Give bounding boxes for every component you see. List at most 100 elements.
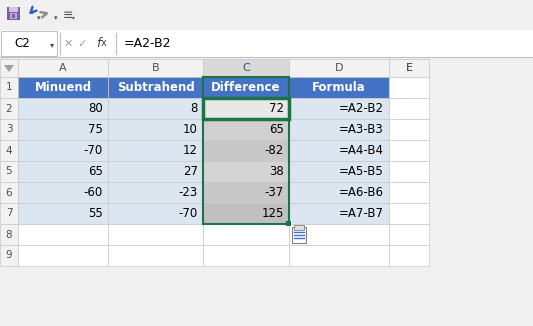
Text: 38: 38	[269, 165, 284, 178]
Text: E: E	[406, 63, 413, 73]
Bar	[108, 77, 203, 98]
Text: 65: 65	[88, 165, 103, 178]
Text: 3: 3	[6, 125, 12, 135]
Text: x: x	[101, 38, 107, 49]
Text: =A7-B7: =A7-B7	[339, 207, 384, 220]
Bar	[108, 224, 203, 245]
Bar	[18, 119, 108, 140]
Bar	[203, 98, 289, 119]
Text: 4: 4	[6, 145, 12, 156]
Text: -82: -82	[265, 144, 284, 157]
Text: ✕: ✕	[63, 38, 72, 49]
Text: 72: 72	[269, 102, 284, 115]
Text: ▾: ▾	[72, 16, 75, 21]
Bar	[289, 59, 389, 77]
Bar	[203, 203, 289, 224]
Bar	[389, 161, 429, 182]
Text: 125: 125	[262, 207, 284, 220]
Bar	[18, 98, 108, 119]
Bar	[289, 224, 389, 245]
Bar	[389, 224, 429, 245]
Bar	[0, 119, 18, 140]
Bar	[108, 140, 203, 161]
Bar	[0, 77, 18, 98]
Bar	[289, 140, 389, 161]
Bar	[0, 98, 18, 119]
Bar	[0, 30, 533, 57]
Text: -70: -70	[179, 207, 198, 220]
Text: 9: 9	[6, 250, 12, 260]
Text: 27: 27	[183, 165, 198, 178]
Text: 1: 1	[6, 82, 12, 93]
Bar	[18, 77, 108, 98]
Text: E: E	[406, 63, 413, 73]
Text: Difference: Difference	[211, 81, 281, 94]
Text: 80: 80	[88, 102, 103, 115]
Bar	[203, 161, 289, 182]
Bar	[108, 161, 203, 182]
Bar	[10, 13, 17, 19]
Bar	[389, 140, 429, 161]
Text: -23: -23	[179, 186, 198, 199]
Bar	[108, 245, 203, 266]
Bar	[0, 245, 18, 266]
Text: 8: 8	[6, 230, 12, 240]
Text: 65: 65	[269, 123, 284, 136]
Text: Minuend: Minuend	[35, 81, 92, 94]
Text: C: C	[242, 63, 250, 73]
Bar	[7, 7, 20, 20]
Bar	[203, 59, 289, 77]
Bar	[203, 245, 289, 266]
Text: =A5-B5: =A5-B5	[339, 165, 384, 178]
Bar	[108, 182, 203, 203]
Text: =A6-B6: =A6-B6	[339, 186, 384, 199]
Bar	[389, 119, 429, 140]
Text: ▾: ▾	[54, 15, 58, 21]
Bar	[18, 161, 108, 182]
Text: ▾: ▾	[50, 40, 54, 49]
Text: ≡: ≡	[63, 9, 73, 22]
Bar	[0, 203, 18, 224]
Text: Formula: Formula	[312, 81, 366, 94]
Bar	[203, 182, 289, 203]
Bar	[389, 77, 429, 98]
Bar	[108, 59, 203, 77]
Bar	[18, 224, 108, 245]
Bar	[203, 224, 289, 245]
Bar	[1, 31, 57, 56]
Text: -60: -60	[84, 186, 103, 199]
Bar	[289, 203, 389, 224]
Text: ✓: ✓	[77, 38, 87, 49]
Bar	[18, 140, 108, 161]
Bar	[203, 77, 289, 98]
Text: 12: 12	[183, 144, 198, 157]
Bar	[203, 140, 289, 161]
Bar	[292, 227, 306, 243]
Text: =A2-B2: =A2-B2	[124, 37, 172, 50]
Bar	[0, 182, 18, 203]
Text: f: f	[96, 37, 100, 50]
Bar	[289, 161, 389, 182]
Bar	[108, 203, 203, 224]
Bar	[389, 59, 429, 77]
Bar	[389, 98, 429, 119]
Text: 7: 7	[6, 209, 12, 218]
Bar	[203, 77, 289, 224]
Bar	[289, 119, 389, 140]
Bar	[12, 14, 15, 18]
Text: A: A	[59, 63, 67, 73]
Text: Subtrahend: Subtrahend	[117, 81, 195, 94]
Bar	[203, 119, 289, 140]
Text: 10: 10	[183, 123, 198, 136]
Bar	[9, 7, 18, 12]
Text: =A2-B2: =A2-B2	[339, 102, 384, 115]
Bar	[203, 98, 289, 119]
Bar	[18, 182, 108, 203]
Bar	[0, 224, 18, 245]
Text: 55: 55	[88, 207, 103, 220]
Bar	[389, 59, 429, 77]
Bar	[289, 77, 389, 98]
Text: 6: 6	[6, 187, 12, 198]
Text: D: D	[335, 63, 343, 73]
Text: C2: C2	[14, 37, 30, 50]
